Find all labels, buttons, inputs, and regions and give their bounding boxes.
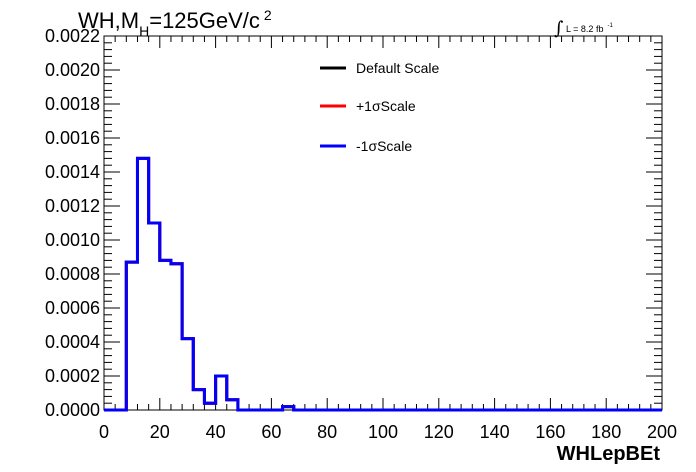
title-sup: 2 (264, 7, 272, 23)
x-tick-label: 120 (424, 422, 454, 442)
x-tick-label: 140 (480, 422, 510, 442)
y-tick-label: 0.0014 (45, 162, 100, 182)
y-tick-label: 0.0008 (45, 264, 100, 284)
series-line-2 (104, 156, 662, 412)
legend-label-0: Default Scale (356, 60, 439, 76)
legend: Default Scale +1σScale -1σScale (320, 60, 439, 154)
y-tick-label: 0.0018 (45, 94, 100, 114)
x-tick-label: 20 (150, 422, 170, 442)
x-tick-label: 40 (206, 422, 226, 442)
title-main: WH,M (78, 8, 139, 33)
luminosity-label: ∫ L = 8.2 fb -1 (554, 18, 613, 39)
y-tick-label: 0.0000 (45, 400, 100, 420)
x-tick-label: 200 (647, 422, 677, 442)
y-tick-label: 0.0012 (45, 196, 100, 216)
y-tick-label: 0.0022 (45, 26, 100, 46)
series-group (104, 156, 662, 412)
x-tick-label: 180 (591, 422, 621, 442)
lumi-sup: -1 (607, 23, 613, 29)
x-axis-label: WHLepBEt (557, 443, 661, 465)
series-line-1 (104, 156, 662, 412)
y-tick-label: 0.0010 (45, 230, 100, 250)
title-rest: =125GeV/c (149, 8, 260, 33)
x-axis: 0 20 40 60 80 100 120 140 160 180 200 (99, 36, 677, 442)
legend-label-1: +1σScale (356, 98, 416, 114)
lumi-text: L = 8.2 fb -1 (566, 23, 613, 34)
lumi-integral-icon: ∫ (554, 18, 564, 39)
x-tick-label: 60 (261, 422, 281, 442)
chart-title: WH,MH=125GeV/c 2 (78, 7, 272, 39)
y-axis: 0.0000 0.0002 0.0004 0.0006 0.0008 0.0010 0.00… (45, 26, 662, 420)
y-tick-label: 0.0004 (45, 332, 100, 352)
y-tick-label: 0.0020 (45, 60, 100, 80)
series-line-0 (104, 156, 662, 412)
legend-label-2: -1σScale (356, 138, 412, 154)
title-sub: H (139, 23, 149, 39)
x-tick-label: 100 (368, 422, 398, 442)
y-tick-label: 0.0002 (45, 366, 100, 386)
plot-frame (103, 35, 663, 411)
x-tick-label: 0 (99, 422, 109, 442)
y-tick-label: 0.0006 (45, 298, 100, 318)
x-tick-label: 160 (535, 422, 565, 442)
y-tick-label: 0.0016 (45, 128, 100, 148)
x-tick-label: 80 (317, 422, 337, 442)
